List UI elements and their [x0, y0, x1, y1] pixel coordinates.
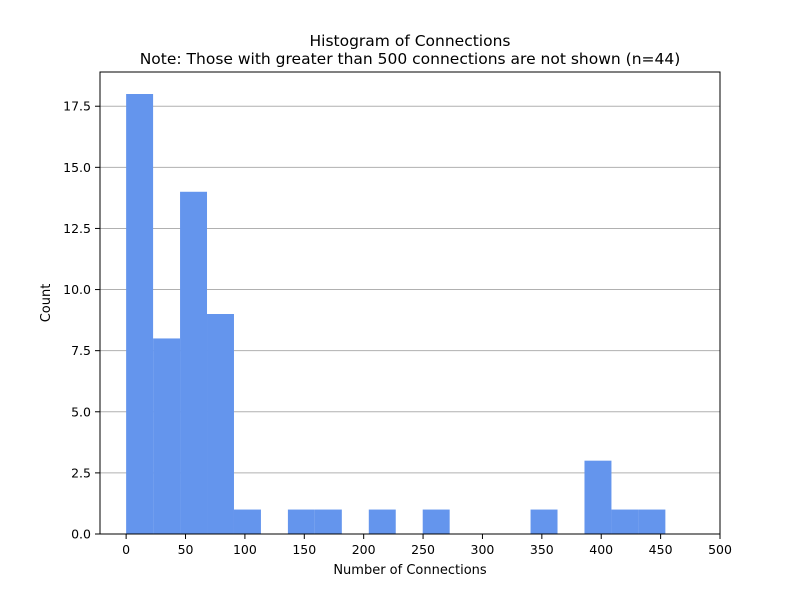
- y-tick-label: 2.5: [71, 465, 91, 480]
- y-axis-ticks: 0.0 2.5 5.0 7.5 10.0 12.5 15.0 17.5: [63, 99, 100, 542]
- histogram-bar: [207, 314, 234, 534]
- y-tick-label: 5.0: [71, 404, 91, 419]
- histogram-bar: [638, 509, 666, 534]
- x-tick-label: 50: [178, 542, 194, 557]
- histogram-bar: [153, 338, 181, 534]
- histogram-bar: [584, 460, 612, 534]
- chart-subtitle: Note: Those with greater than 500 connec…: [140, 50, 681, 68]
- x-axis-label: Number of Connections: [333, 563, 487, 578]
- x-axis-ticks: 0 50 100 150 200 250 300 350 400 450 500: [122, 534, 732, 557]
- plot-frame: [99, 71, 721, 535]
- y-tick-label: 12.5: [63, 221, 91, 236]
- histogram-bar: [368, 509, 396, 534]
- y-tick-label: 7.5: [71, 343, 91, 358]
- histogram-bar: [422, 509, 450, 534]
- x-tick-label: 300: [471, 542, 495, 557]
- histogram-bar: [287, 509, 315, 534]
- histogram-bar: [233, 509, 261, 534]
- histogram-bar: [530, 509, 558, 534]
- x-tick-label: 400: [589, 542, 613, 557]
- histogram-bar: [611, 509, 639, 534]
- x-tick-label: 250: [411, 542, 435, 557]
- y-tick-label: 0.0: [71, 527, 91, 542]
- histogram-bars: [126, 94, 666, 534]
- chart-title: Histogram of Connections: [310, 32, 511, 50]
- histogram-bar: [314, 509, 342, 534]
- histogram-bar: [180, 191, 208, 534]
- y-tick-label: 17.5: [63, 99, 91, 114]
- x-tick-label: 150: [292, 542, 316, 557]
- histogram-bar: [126, 94, 154, 534]
- x-tick-label: 200: [352, 542, 376, 557]
- x-tick-label: 350: [530, 542, 554, 557]
- x-tick-label: 500: [708, 542, 732, 557]
- x-tick-label: 450: [649, 542, 673, 557]
- y-tick-label: 10.0: [63, 282, 91, 297]
- y-tick-label: 15.0: [63, 160, 91, 175]
- y-axis-label: Count: [39, 284, 54, 323]
- x-tick-label: 100: [233, 542, 257, 557]
- x-tick-label: 0: [122, 542, 130, 557]
